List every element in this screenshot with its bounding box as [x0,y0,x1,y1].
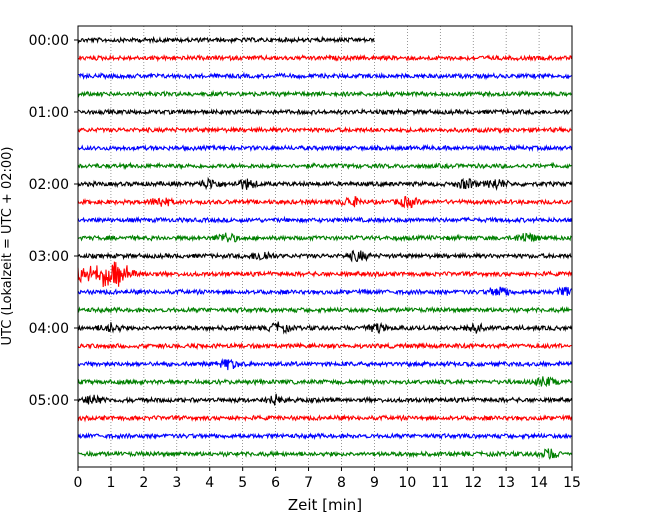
trace-0245 [77,232,572,243]
x-tick-label: 1 [106,475,115,491]
x-tick-label: 10 [398,475,416,491]
trace-0045 [77,89,572,99]
trace-0000 [77,35,375,45]
trace-0200 [77,176,573,191]
trace-0215 [77,195,572,210]
x-tick-label: 14 [530,475,548,491]
trace-0445 [77,376,572,388]
trace-0345 [77,305,572,315]
x-tick-label: 4 [205,475,214,491]
trace-0315 [77,261,573,288]
trace-0230 [77,215,573,225]
y-tick-label: 03:00 [29,249,69,265]
x-tick-label: 15 [563,475,581,491]
x-tick-label: 9 [370,475,379,491]
plot-frame [77,25,573,468]
trace-group [77,35,573,460]
x-tick-label: 6 [271,475,280,491]
trace-0330 [77,286,572,296]
x-tick-label: 7 [304,475,313,491]
trace-0030 [77,71,572,81]
trace-0515 [77,413,573,423]
y-tick-label: 04:00 [29,321,69,337]
x-tick-label: 3 [172,475,181,491]
y-axis-label: UTC (Lokalzeit = UTC + 02:00) [0,147,15,346]
y-tick-label: 05:00 [29,393,69,409]
trace-0500 [77,393,573,406]
x-tick-label: 5 [238,475,247,491]
y-tick-label: 02:00 [29,177,69,193]
trace-0400 [77,321,573,335]
trace-0015 [77,53,573,63]
x-tick-label: 0 [74,475,83,491]
x-tick-label: 11 [431,475,449,491]
y-tick-label: 01:00 [29,105,69,121]
trace-0145 [77,161,572,170]
x-tick-label: 13 [497,475,515,491]
x-axis-label: Zeit [min] [288,496,362,514]
trace-0415 [77,341,572,351]
trace-0430 [77,357,573,371]
x-tick-label: 12 [464,475,482,491]
x-axis-ticks: 0 1 2 3 4 5 6 7 8 9 10 11 12 13 14 15 [74,467,581,491]
trace-0545 [77,448,572,460]
y-axis-ticks: 00:00 01:00 02:00 03:00 04:00 05:00 [29,33,78,409]
x-tick-label: 8 [337,475,346,491]
trace-0100 [77,107,572,117]
trace-0130 [77,143,573,153]
y-tick-label: 00:00 [29,33,69,49]
trace-0530 [77,432,572,441]
trace-0300 [77,249,572,263]
trace-0115 [77,125,572,134]
x-tick-label: 2 [139,475,148,491]
